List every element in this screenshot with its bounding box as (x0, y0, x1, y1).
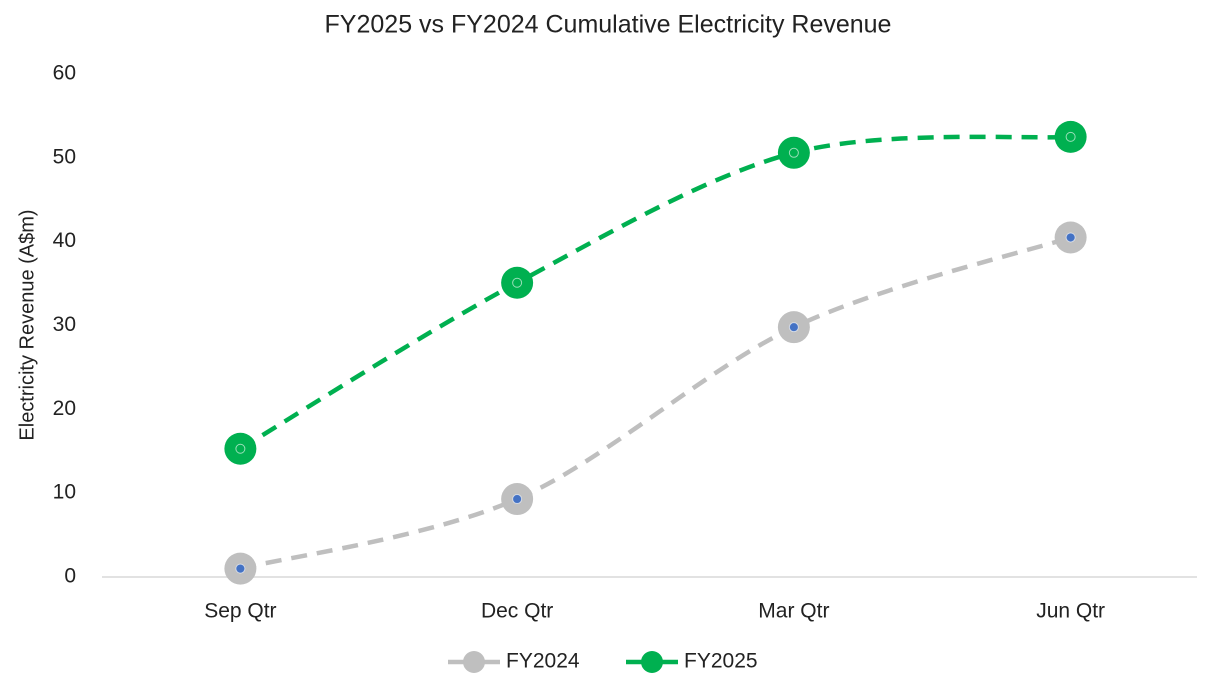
chart-title: FY2025 vs FY2024 Cumulative Electricity … (325, 11, 892, 39)
y-tick-label: 0 (64, 565, 76, 588)
y-tick-label: 40 (53, 229, 76, 252)
legend-marker (463, 651, 485, 673)
data-point-center (235, 563, 246, 574)
series-line (239, 235, 1072, 571)
series-line (239, 134, 1071, 451)
data-point-center (235, 443, 246, 454)
x-tick-label: Sep Qtr (204, 600, 276, 623)
data-point-center (788, 322, 799, 333)
data-point-center (512, 494, 523, 505)
x-tick-label: Mar Qtr (758, 600, 829, 623)
y-axis-label: Electricity Revenue (A$m) (16, 209, 38, 440)
y-tick-label: 50 (53, 145, 76, 168)
data-point-center (1065, 131, 1076, 142)
legend-label: FY2025 (684, 650, 758, 673)
y-tick-label: 30 (53, 313, 76, 336)
y-tick-label: 60 (53, 62, 76, 85)
x-tick-label: Jun Qtr (1036, 600, 1105, 623)
legend-marker (641, 651, 663, 673)
x-tick-label: Dec Qtr (481, 600, 553, 623)
y-tick-label: 20 (53, 397, 76, 420)
legend-label: FY2024 (506, 650, 580, 673)
y-tick-label: 10 (53, 481, 76, 504)
data-point-center (788, 147, 799, 158)
data-point-center (512, 277, 523, 288)
data-point-center (1065, 232, 1076, 243)
